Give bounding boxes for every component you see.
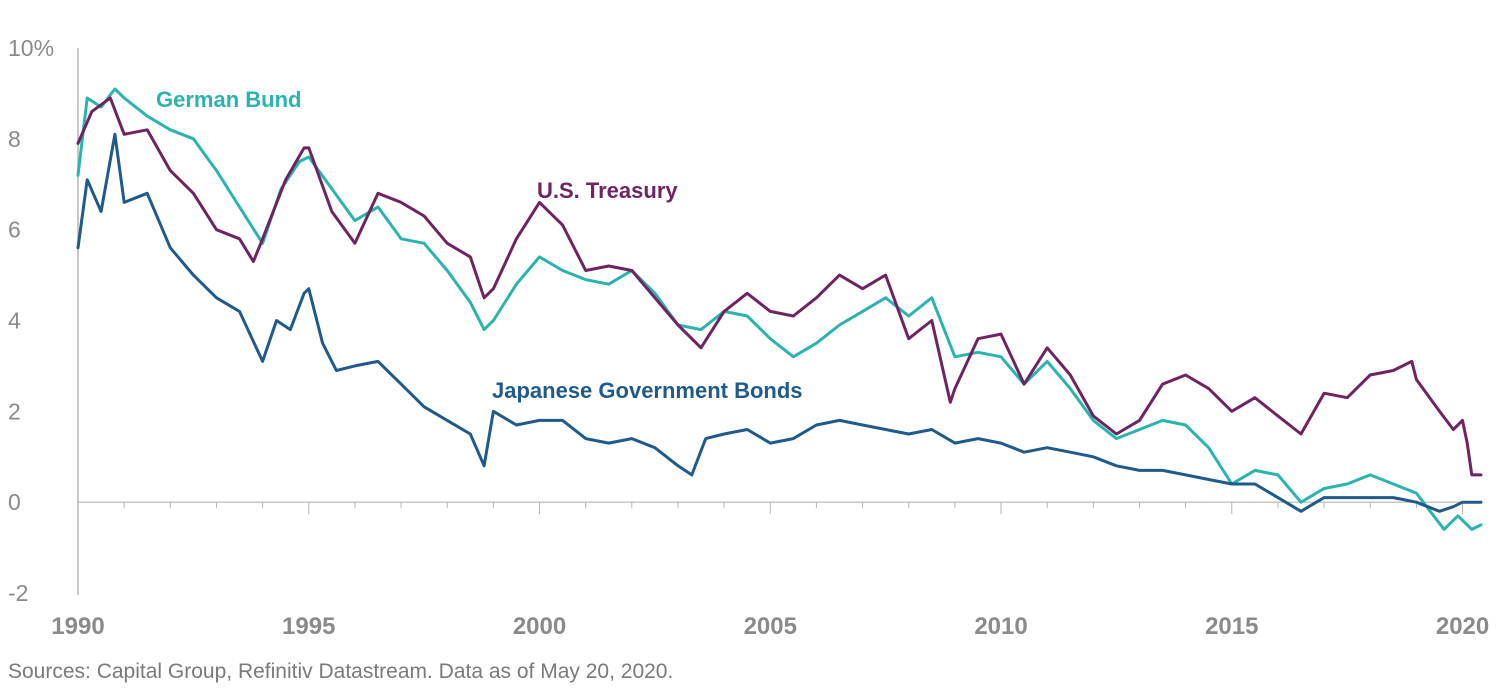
series-line-german-bund (76, 87, 1483, 531)
x-tick-label: 2015 (1205, 613, 1258, 640)
series-label-jgb: Japanese Government Bonds (492, 378, 803, 403)
series-line-jgb (76, 132, 1483, 513)
x-tick-label: 2020 (1436, 613, 1489, 640)
x-tick-label: 2000 (513, 613, 566, 640)
y-tick-label: 10% (8, 35, 54, 61)
series-label-german-bund: German Bund (156, 87, 301, 112)
y-tick-label: 4 (8, 308, 21, 334)
x-tick-label: 1995 (282, 613, 335, 640)
y-tick-label: -2 (8, 580, 28, 606)
x-tick-label: 2010 (974, 613, 1027, 640)
source-note: Sources: Capital Group, Refinitiv Datast… (8, 660, 674, 683)
y-tick-label: 0 (8, 489, 21, 515)
y-tick-label: 8 (8, 126, 21, 152)
y-tick-label: 2 (8, 398, 21, 424)
series-labels: German Bund U.S. Treasury Japanese Governm… (156, 87, 803, 403)
series-line-us-treasury (76, 96, 1483, 477)
x-tick-label: 2005 (744, 613, 797, 640)
series-label-us-treasury: U.S. Treasury (537, 178, 678, 203)
y-tick-label: 6 (8, 217, 21, 243)
x-tick-label: 1990 (51, 613, 104, 640)
series-lines (76, 87, 1483, 531)
y-axis: -2 0 2 4 6 8 10% (8, 35, 79, 606)
x-axis: 1990 1995 2000 2005 2010 2015 2020 (51, 501, 1489, 640)
